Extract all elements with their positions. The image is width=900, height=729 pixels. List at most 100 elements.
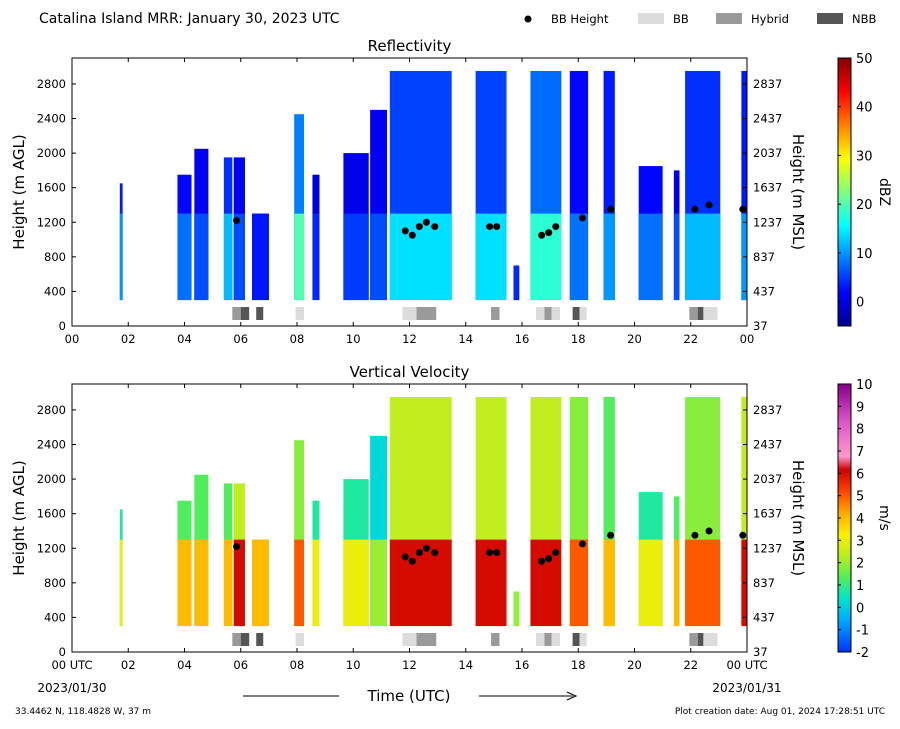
colorbar-tick-label: 7	[856, 445, 864, 460]
bb-height-point	[493, 549, 501, 557]
echo-column-lower	[177, 213, 192, 301]
x-axis-label: Time (UTC)	[367, 687, 451, 705]
x-tick-label: 18	[571, 658, 586, 672]
y-axis-label-right: Height (m MSL)	[789, 460, 807, 576]
panel-title: Vertical Velocity	[350, 363, 470, 381]
x-tick-label: 02	[121, 658, 136, 672]
echo-column-lower	[223, 539, 233, 627]
echo-column-lower	[685, 539, 721, 627]
bb-type-segment	[551, 633, 560, 646]
x-tick-label: 04	[177, 658, 192, 672]
colorbar-tick-label: 8	[856, 423, 864, 438]
y-tick-label: 800	[44, 250, 66, 264]
bb-height-point	[552, 223, 560, 231]
bb-height-point	[486, 223, 494, 231]
bb-type-segment	[240, 307, 250, 320]
bb-type-segment	[295, 307, 305, 320]
echo-column-upper	[741, 70, 747, 301]
bb-height-point	[431, 223, 439, 231]
bb-height-point	[705, 527, 713, 535]
y-tick-label-right: 2837	[753, 77, 782, 91]
bb-height-point	[578, 540, 586, 548]
colorbar-tick-label: 5	[856, 490, 864, 505]
bb-height-point	[486, 549, 494, 557]
bb-height-point	[545, 229, 553, 237]
x-tick-label: 14	[458, 332, 473, 346]
colorbar-tick-label: 40	[856, 101, 873, 116]
echo-column-lower	[638, 213, 663, 301]
x-tick-label: 20	[627, 658, 642, 672]
echo-column-lower	[685, 213, 721, 301]
echo-column-lower	[233, 539, 245, 627]
bb-height-point	[233, 217, 241, 225]
echo-column-upper	[741, 396, 747, 627]
y-tick-label-right: 837	[753, 250, 775, 264]
echo-column-upper	[294, 114, 305, 301]
echo-columns	[119, 70, 747, 301]
y-tick-label-right: 2037	[753, 146, 782, 160]
colorbar-tick-label: 50	[856, 52, 873, 67]
colorbar-tick-label: 3	[856, 534, 864, 549]
bb-height-point	[739, 205, 747, 213]
bb-height-point	[415, 549, 423, 557]
echo-column-lower	[569, 213, 589, 301]
bb-height-point	[415, 223, 423, 231]
x-tick-label: 10	[346, 658, 361, 672]
y-tick-label-right: 1637	[753, 507, 782, 521]
legend-hybrid-swatch	[716, 13, 742, 24]
echo-column-lower	[119, 539, 123, 627]
y-tick-label: 2000	[37, 146, 66, 160]
y-tick-label-right: 2037	[753, 472, 782, 486]
legend-bb-label: BB	[673, 12, 689, 26]
echo-column-upper	[603, 70, 615, 301]
bb-height-point	[233, 543, 241, 551]
bb-type-segment	[240, 633, 250, 646]
bb-height-point	[691, 205, 699, 213]
bb-height-point	[545, 555, 553, 563]
x-tick-label: 06	[233, 332, 248, 346]
location-label: 33.4462 N, 118.4828 W, 37 m	[15, 707, 151, 717]
bb-type-segment	[295, 633, 305, 646]
y-tick-label-right: 437	[753, 610, 775, 624]
bb-type-segment	[232, 307, 241, 320]
x-tick-label: 08	[290, 658, 305, 672]
y-tick-label-right: 1237	[753, 215, 782, 229]
bb-type-segment	[689, 307, 698, 320]
bb-height-point	[607, 205, 615, 213]
x-tick-label: 00 UTC	[51, 658, 92, 672]
bb-type-segment	[697, 633, 704, 646]
echo-column-lower	[312, 213, 320, 301]
bb-height-point	[422, 544, 430, 552]
bb-type-segment	[232, 633, 241, 646]
bb-height-point	[408, 231, 416, 239]
echo-column-upper	[603, 396, 615, 627]
y-tick-label: 400	[44, 610, 66, 624]
echo-column-lower	[119, 213, 123, 301]
end-date-label: 2023/01/31	[712, 681, 781, 695]
y-tick-label: 2400	[37, 438, 66, 452]
x-tick-label: 12	[402, 332, 417, 346]
y-tick-label: 2800	[37, 77, 66, 91]
bb-type-segment	[424, 307, 437, 320]
x-tick-label: 20	[627, 332, 642, 346]
y-tick-label: 0	[59, 645, 66, 659]
x-tick-label: 06	[233, 658, 248, 672]
panel-title: Reflectivity	[368, 37, 452, 55]
colorbar-tick-label: -1	[856, 624, 869, 639]
echo-column-lower	[233, 213, 245, 301]
echo-column-lower	[343, 539, 369, 627]
start-date-label: 2023/01/30	[37, 681, 106, 695]
bb-height-point	[493, 223, 501, 231]
legend: BB Height BB Hybrid NBB	[524, 12, 876, 26]
y-tick-label: 400	[44, 284, 66, 298]
y-tick-label-right: 2437	[753, 438, 782, 452]
colorbar-tick-label: 30	[856, 149, 873, 164]
x-tick-label: 00 UTC	[726, 658, 767, 672]
bb-type-segment	[491, 307, 500, 320]
x-tick-label: 10	[346, 332, 361, 346]
bb-height-markers	[233, 201, 747, 239]
bb-height-point	[691, 531, 699, 539]
colorbar-tick-label: 4	[856, 512, 864, 527]
